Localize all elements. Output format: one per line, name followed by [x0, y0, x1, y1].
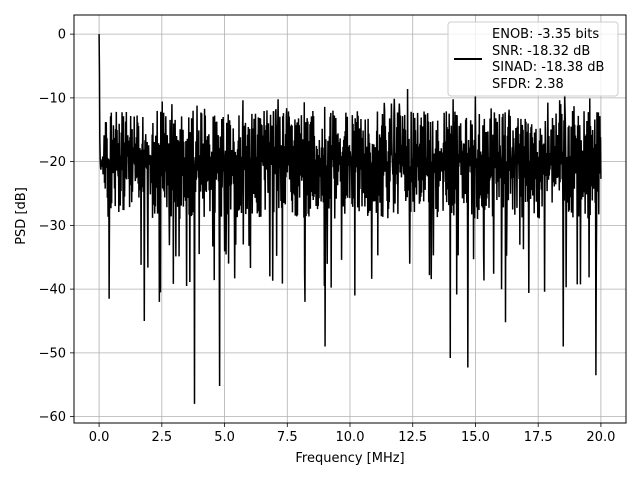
x-axis-ticks: 0.0 2.5 5.0 7.5 10.0 12.5 15.0 17.5 20.0 — [89, 423, 615, 445]
y-tick-label: −20 — [39, 155, 66, 170]
y-tick-label: −10 — [39, 91, 66, 106]
x-tick-label: 17.5 — [524, 430, 553, 445]
x-tick-label: 2.5 — [151, 430, 172, 445]
psd-series-line — [98, 34, 602, 404]
y-tick-label: −40 — [39, 283, 66, 298]
x-tick-label: 7.5 — [277, 430, 298, 445]
series-layer — [98, 34, 602, 404]
x-tick-label: 20.0 — [586, 430, 615, 445]
legend: ENOB: -3.35 bits SNR: -18.32 dB SINAD: -… — [447, 21, 619, 97]
x-tick-label: 15.0 — [461, 430, 490, 445]
x-tick-label: 12.5 — [398, 430, 427, 445]
legend-sinad: SINAD: -18.38 dB — [492, 60, 604, 75]
legend-enob: ENOB: -3.35 bits — [492, 27, 599, 42]
y-tick-label: −50 — [39, 346, 66, 361]
x-tick-label: 0.0 — [89, 430, 110, 445]
y-axis-label: PSD [dB] — [14, 187, 29, 245]
x-tick-label: 10.0 — [336, 430, 365, 445]
legend-snr: SNR: -18.32 dB — [492, 44, 590, 59]
legend-sfdr: SFDR: 2.38 — [492, 77, 564, 92]
legend-box — [447, 21, 619, 97]
y-tick-label: 0 — [58, 28, 66, 43]
y-axis-ticks: 0 −10 −20 −30 −40 −50 −60 — [39, 28, 74, 425]
y-tick-label: −30 — [39, 219, 66, 234]
x-tick-label: 5.0 — [214, 430, 235, 445]
y-tick-label: −60 — [39, 410, 66, 425]
x-axis-label: Frequency [MHz] — [295, 451, 404, 466]
